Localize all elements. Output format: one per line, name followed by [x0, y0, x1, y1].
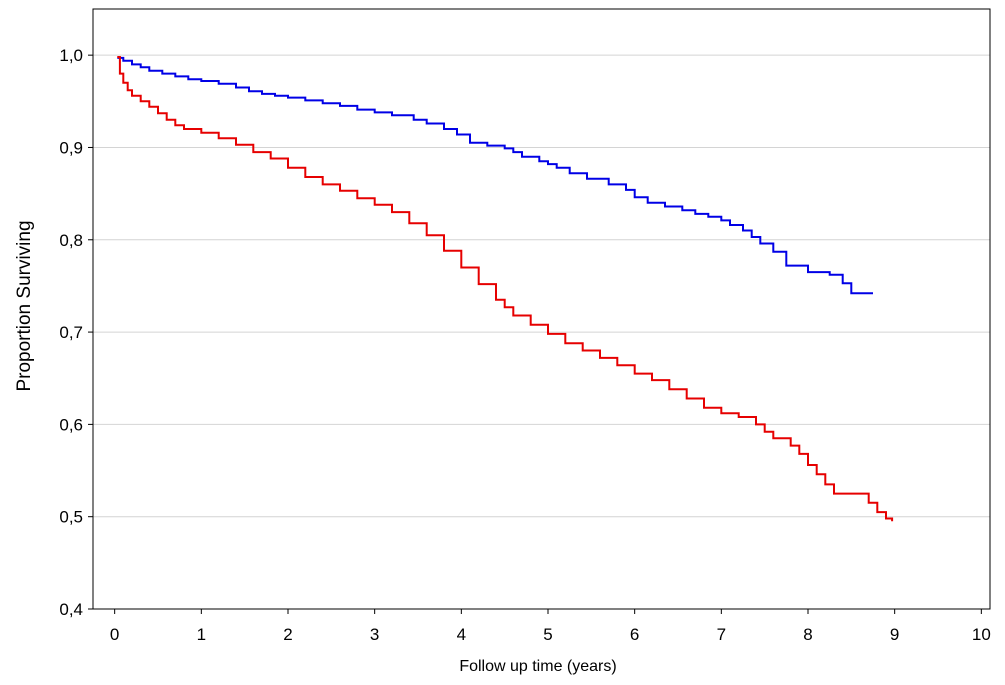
y-tick-label: 0,6 — [59, 415, 83, 434]
gridlines — [93, 54, 990, 610]
y-tick-label: 1,0 — [59, 46, 83, 65]
x-tick-label: 2 — [283, 625, 292, 644]
x-tick-label: 8 — [803, 625, 812, 644]
y-tick-label: 0,8 — [59, 231, 83, 250]
x-tick-label: 4 — [457, 625, 466, 644]
x-tick-label: 9 — [890, 625, 899, 644]
y-axis-label: Proportion Surviving — [14, 220, 35, 391]
x-tick-label: 1 — [197, 625, 206, 644]
x-tick-label: 7 — [717, 625, 726, 644]
x-axis-ticks: 0 1 2 3 4 5 6 7 8 9 10 — [110, 609, 991, 644]
y-tick-label: 0,5 — [59, 508, 83, 527]
x-tick-label: 0 — [110, 625, 119, 644]
plot-border — [92, 8, 991, 610]
series-lines — [117, 56, 894, 522]
y-axis-ticks: 0,4 0,5 0,6 0,7 0,8 0,9 1,0 — [59, 46, 93, 619]
x-tick-label: 10 — [972, 625, 991, 644]
y-tick-label: 0,4 — [59, 600, 83, 619]
series-line-2 — [117, 56, 894, 522]
y-tick-label: 0,7 — [59, 323, 83, 342]
x-axis-label: Follow up time (years) — [459, 658, 616, 675]
y-tick-label: 0,9 — [59, 138, 83, 157]
x-tick-label: 5 — [543, 625, 552, 644]
x-tick-label: 6 — [630, 625, 639, 644]
series-line-1 — [117, 56, 873, 295]
plot-frame — [92, 8, 991, 610]
x-tick-label: 3 — [370, 625, 379, 644]
